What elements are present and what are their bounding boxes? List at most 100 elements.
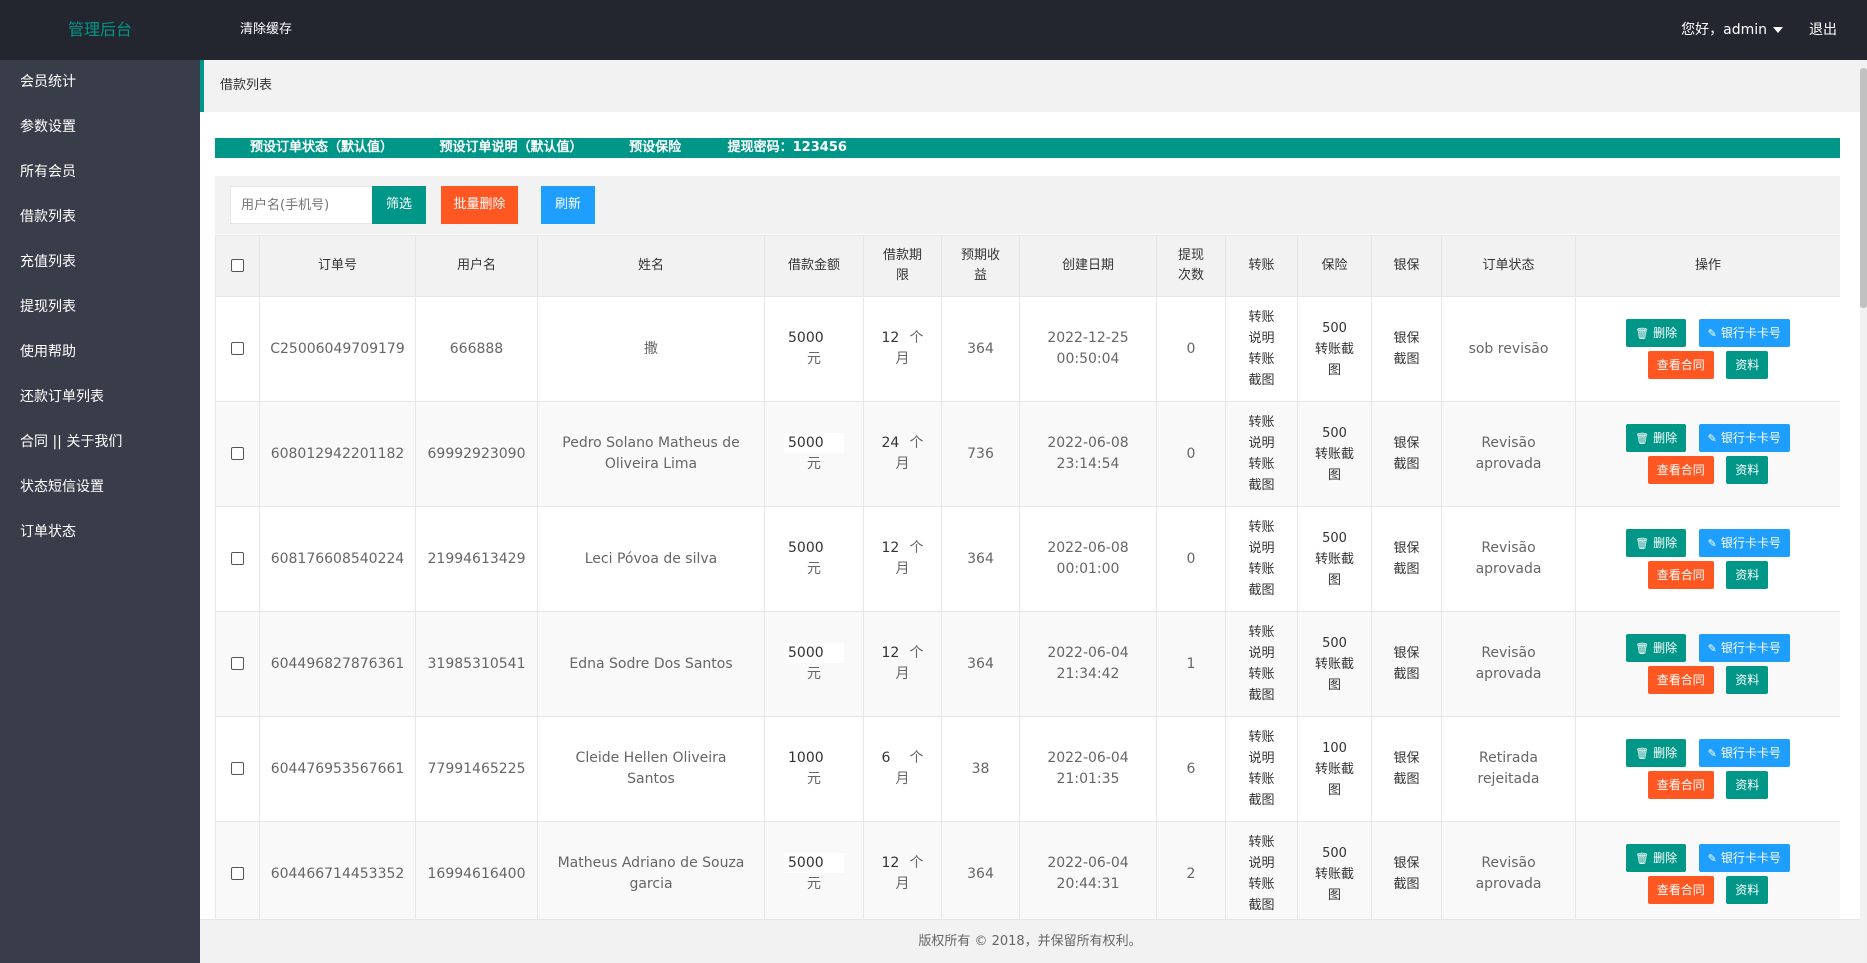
table-row: 604466714453352 16994616400 Matheus Adri…: [215, 821, 1840, 920]
trash-icon: 🗑: [1635, 852, 1650, 865]
insurance-amount: 500: [1322, 635, 1347, 651]
amount-input[interactable]: 5000: [784, 328, 844, 348]
transfer-screenshot-link[interactable]: 转账 截图: [1248, 877, 1275, 913]
transfer-desc-link[interactable]: 转账 说明: [1248, 520, 1275, 556]
term-input[interactable]: 12: [881, 540, 900, 556]
profile-button[interactable]: 资料: [1726, 666, 1769, 694]
transfer-desc-link[interactable]: 转账 说明: [1248, 730, 1275, 766]
sidebar-item-withdraw-list[interactable]: 提现列表: [20, 299, 76, 315]
profile-button[interactable]: 资料: [1726, 351, 1769, 379]
amount-input[interactable]: 5000: [784, 853, 844, 873]
bank-guarantee-link[interactable]: 银保 截图: [1393, 751, 1420, 787]
transfer-screenshot-link[interactable]: 转账 截图: [1248, 667, 1275, 703]
sidebar-item-repayment-list[interactable]: 还款订单列表: [20, 389, 104, 405]
bank-card-button[interactable]: ✎ 银行卡卡号: [1698, 319, 1790, 347]
delete-button[interactable]: 🗑 删除: [1626, 844, 1687, 872]
delete-button[interactable]: 🗑 删除: [1626, 634, 1687, 662]
row-checkbox[interactable]: [231, 447, 244, 460]
bank-guarantee-link[interactable]: 银保 截图: [1393, 331, 1420, 367]
sidebar-item-recharge-list[interactable]: 充值列表: [20, 254, 76, 270]
amount-cell: 5000 元: [764, 401, 864, 507]
insurance-screenshot-link[interactable]: 转账截图: [1314, 341, 1354, 378]
profile-button[interactable]: 资料: [1726, 876, 1769, 904]
term-input[interactable]: 12: [881, 330, 900, 346]
banner-order-desc[interactable]: 预设订单说明（默认值）: [439, 140, 583, 155]
batch-delete-button[interactable]: 批量删除: [441, 186, 518, 224]
logout-link[interactable]: 退出: [1809, 22, 1837, 38]
insurance-screenshot-link[interactable]: 转账截图: [1314, 866, 1354, 903]
term-input[interactable]: 12: [881, 645, 900, 661]
term-input[interactable]: 24: [881, 435, 900, 451]
bank-card-button[interactable]: ✎ 银行卡卡号: [1698, 739, 1790, 767]
select-all-checkbox[interactable]: [231, 259, 244, 272]
profile-button[interactable]: 资料: [1726, 771, 1769, 799]
profile-button[interactable]: 资料: [1726, 561, 1769, 589]
bank-guarantee-link[interactable]: 银保 截图: [1393, 646, 1420, 682]
scrollbar-thumb[interactable]: [1860, 68, 1867, 308]
transfer-desc-link[interactable]: 转账 说明: [1248, 415, 1275, 451]
user-menu[interactable]: 您好，admin: [1681, 0, 1783, 60]
transfer-screenshot-link[interactable]: 转账 截图: [1248, 562, 1275, 598]
delete-button[interactable]: 🗑 删除: [1626, 319, 1687, 347]
edit-icon: ✎: [1707, 852, 1717, 865]
sidebar-item-sms-settings[interactable]: 状态短信设置: [20, 479, 104, 495]
row-checkbox[interactable]: [231, 762, 244, 775]
row-checkbox[interactable]: [231, 552, 244, 565]
order-status: Retirada rejeitada: [1441, 716, 1576, 822]
row-checkbox[interactable]: [231, 657, 244, 670]
app-logo[interactable]: 管理后台: [67, 20, 132, 39]
sidebar-item-help[interactable]: 使用帮助: [20, 344, 76, 360]
bank-guarantee-link[interactable]: 银保 截图: [1393, 856, 1420, 892]
insurance-screenshot-link[interactable]: 转账截图: [1314, 656, 1354, 693]
term-input[interactable]: 6: [881, 750, 891, 766]
delete-button[interactable]: 🗑 删除: [1626, 739, 1687, 767]
transfer-desc-link[interactable]: 转账 说明: [1248, 310, 1275, 346]
view-contract-button[interactable]: 查看合同: [1647, 456, 1714, 484]
view-contract-button[interactable]: 查看合同: [1647, 561, 1714, 589]
row-checkbox[interactable]: [231, 342, 244, 355]
amount-input[interactable]: 5000: [784, 433, 844, 453]
transfer-screenshot-link[interactable]: 转账 截图: [1248, 457, 1275, 493]
view-contract-button[interactable]: 查看合同: [1647, 666, 1714, 694]
delete-button[interactable]: 🗑 删除: [1626, 529, 1687, 557]
insurance-screenshot-link[interactable]: 转账截图: [1314, 761, 1354, 798]
sidebar-item-all-members[interactable]: 所有会员: [20, 164, 76, 180]
sidebar-item-order-status[interactable]: 订单状态: [20, 524, 76, 540]
banner-order-status[interactable]: 预设订单状态（默认值）: [250, 140, 394, 155]
transfer-desc-link[interactable]: 转账 说明: [1248, 835, 1275, 871]
profile-button[interactable]: 资料: [1726, 456, 1769, 484]
bank-card-button[interactable]: ✎ 银行卡卡号: [1698, 844, 1790, 872]
bank-guarantee-link[interactable]: 银保 截图: [1393, 436, 1420, 472]
view-contract-button[interactable]: 查看合同: [1647, 876, 1714, 904]
page-scrollbar[interactable]: [1860, 60, 1867, 963]
bank-guarantee-link[interactable]: 银保 截图: [1393, 541, 1420, 577]
sidebar-item-loan-list[interactable]: 借款列表: [20, 209, 76, 225]
clear-cache-link[interactable]: 清除缓存: [240, 22, 293, 37]
transfer-desc-link[interactable]: 转账 说明: [1248, 625, 1275, 661]
yuan-unit: 元: [807, 351, 821, 367]
insurance-screenshot-link[interactable]: 转账截图: [1314, 446, 1354, 483]
insurance-screenshot-link[interactable]: 转账截图: [1314, 551, 1354, 588]
bank-card-button[interactable]: ✎ 银行卡卡号: [1698, 634, 1790, 662]
sidebar-item-settings[interactable]: 参数设置: [20, 119, 76, 135]
amount-input[interactable]: 5000: [784, 538, 844, 558]
filter-button[interactable]: 筛选: [372, 186, 426, 224]
expected-income: 364: [941, 611, 1020, 717]
refresh-button[interactable]: 刷新: [541, 186, 595, 224]
amount-input[interactable]: 5000: [784, 643, 844, 663]
bank-card-button[interactable]: ✎ 银行卡卡号: [1698, 529, 1790, 557]
sidebar-item-member-stats[interactable]: 会员统计: [20, 74, 76, 90]
delete-button[interactable]: 🗑 删除: [1626, 424, 1687, 452]
transfer-screenshot-link[interactable]: 转账 截图: [1248, 352, 1275, 388]
sidebar-item-contract-about[interactable]: 合同 || 关于我们: [20, 434, 123, 450]
banner-insurance[interactable]: 预设保险: [629, 140, 682, 155]
yuan-unit: 元: [807, 456, 821, 472]
view-contract-button[interactable]: 查看合同: [1647, 771, 1714, 799]
bank-card-button[interactable]: ✎ 银行卡卡号: [1698, 424, 1790, 452]
row-checkbox[interactable]: [231, 867, 244, 880]
search-input[interactable]: [230, 186, 395, 224]
amount-input[interactable]: 1000: [784, 748, 844, 768]
term-input[interactable]: 12: [881, 855, 900, 871]
view-contract-button[interactable]: 查看合同: [1647, 351, 1714, 379]
transfer-screenshot-link[interactable]: 转账 截图: [1248, 772, 1275, 808]
